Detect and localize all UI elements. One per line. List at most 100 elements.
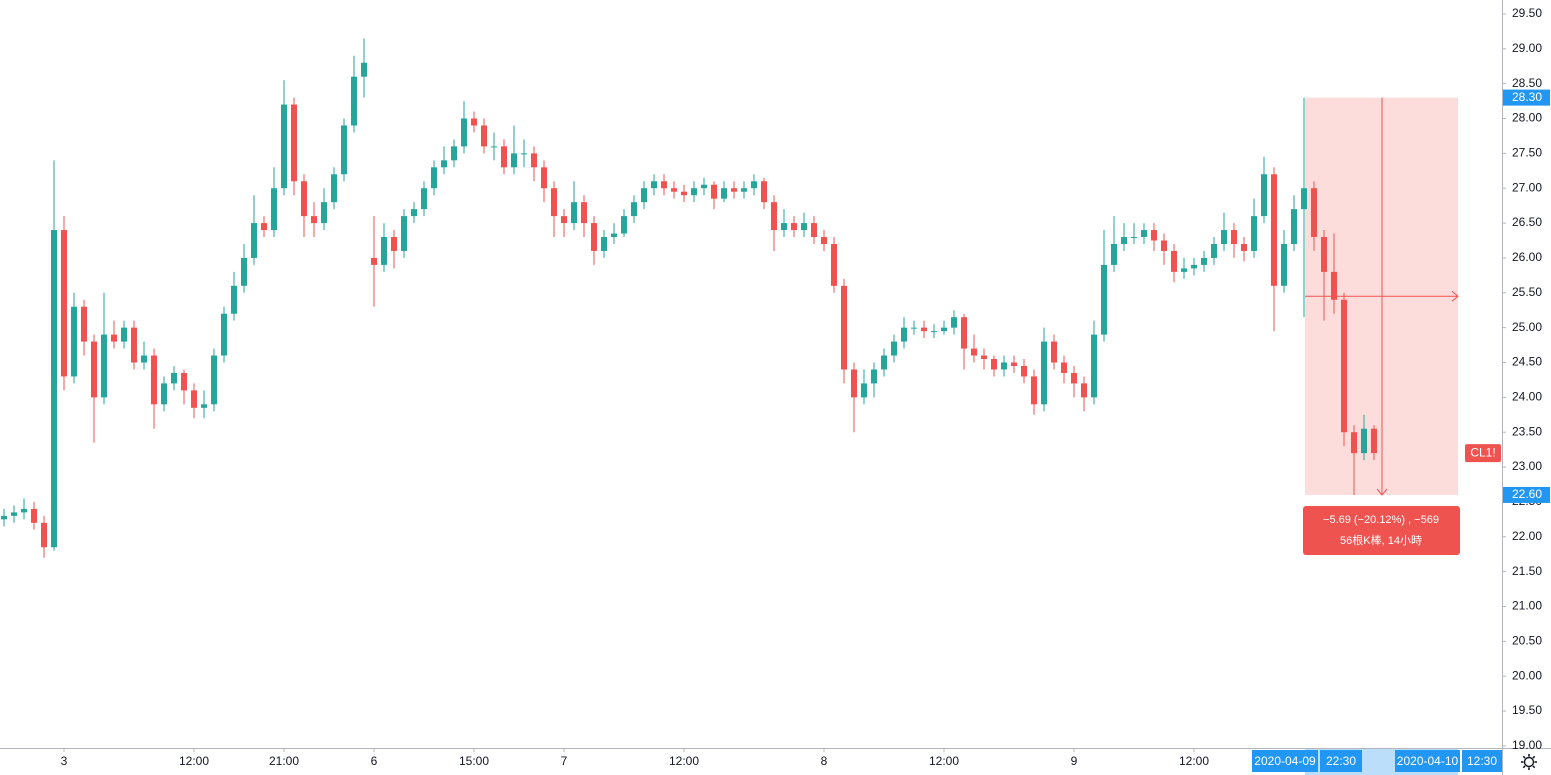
- candle-body: [271, 188, 277, 231]
- candle-body: [31, 508, 37, 523]
- candle-body: [651, 181, 657, 189]
- candle-body: [411, 209, 417, 217]
- candle-body: [1071, 372, 1077, 384]
- candle-body: [771, 202, 777, 231]
- candle-body: [941, 327, 947, 332]
- candle-body: [211, 355, 217, 405]
- candle-body: [1211, 243, 1217, 258]
- candle-body: [1091, 334, 1097, 398]
- measure-info-box: [1303, 506, 1460, 555]
- candle-body: [811, 223, 817, 238]
- candle-body: [1371, 428, 1377, 454]
- y-tick-label: 20.50: [1512, 634, 1542, 648]
- candle-body: [121, 327, 127, 342]
- candle-body: [791, 223, 797, 231]
- price-label: 22.60: [1512, 487, 1542, 501]
- candle-body: [1171, 250, 1177, 272]
- candle-body: [291, 104, 297, 182]
- candle-body: [471, 118, 477, 126]
- candle-body: [611, 233, 617, 238]
- x-tick-label: 21:00: [269, 754, 299, 768]
- candle-body: [1261, 174, 1267, 217]
- time-label: 22:30: [1326, 754, 1356, 768]
- candle-body: [501, 146, 507, 168]
- candle-body: [1151, 230, 1157, 241]
- y-tick-label: 24.50: [1512, 355, 1542, 369]
- candle-body: [331, 174, 337, 203]
- settings-icon[interactable]: [1521, 754, 1537, 770]
- time-label-bg: [1252, 750, 1318, 772]
- gear: [1523, 756, 1535, 768]
- candle-body: [221, 313, 227, 356]
- candle-body: [111, 334, 117, 342]
- price-label-bg: [1503, 486, 1550, 503]
- candle-body: [731, 188, 737, 192]
- candle-body: [571, 202, 577, 224]
- candle-body: [861, 383, 867, 398]
- candle-body: [371, 257, 377, 265]
- candle-body: [61, 230, 67, 377]
- candle-body: [281, 104, 287, 189]
- y-tick-label: 28.00: [1512, 111, 1542, 125]
- candle-body: [1181, 268, 1187, 272]
- candle-body: [1301, 188, 1307, 210]
- y-tick-label: 29.00: [1512, 41, 1542, 55]
- candle-body: [641, 188, 647, 203]
- candle-body: [361, 62, 367, 77]
- candle-body: [301, 181, 307, 217]
- candle-body: [441, 160, 447, 168]
- y-tick-label: 22.00: [1512, 529, 1542, 543]
- candle-body: [841, 285, 847, 370]
- candle-body: [431, 167, 437, 189]
- candle-body: [871, 369, 877, 384]
- candle-body: [911, 327, 917, 329]
- candle-body: [1341, 299, 1347, 433]
- candle-body: [131, 327, 137, 363]
- candle-body: [401, 216, 407, 251]
- x-tick-label: 15:00: [459, 754, 489, 768]
- y-tick-label: 23.50: [1512, 424, 1542, 438]
- y-tick-label: 21.00: [1512, 599, 1542, 613]
- candle-body: [981, 355, 987, 360]
- candle-body: [961, 317, 967, 349]
- candle-body: [991, 359, 997, 370]
- candle-body: [1121, 237, 1127, 244]
- measure-bars: 56根K棒, 14小時: [1340, 533, 1422, 547]
- candle-body: [321, 202, 327, 224]
- price-label: 28.30: [1512, 90, 1542, 104]
- candle-body: [581, 202, 587, 224]
- candle-body: [261, 223, 267, 231]
- candle-body: [661, 181, 667, 189]
- candle-body: [81, 306, 87, 342]
- y-tick-label: 27.50: [1512, 146, 1542, 160]
- symbol-tag-label: CL1!: [1470, 445, 1495, 459]
- y-tick-label: 29.50: [1512, 6, 1542, 20]
- candle-body: [831, 243, 837, 286]
- candle-body: [711, 184, 717, 199]
- axes: 19.0019.5020.0020.5021.0021.5022.0022.50…: [61, 6, 1543, 768]
- y-tick-label: 24.00: [1512, 390, 1542, 404]
- measure-arrow-down: [1376, 488, 1388, 496]
- time-label: 2020-04-09: [1254, 754, 1316, 768]
- candle-body: [901, 327, 907, 342]
- x-tick-label: 3: [61, 754, 68, 768]
- candle-body: [511, 153, 517, 168]
- candle-body: [1191, 264, 1197, 269]
- x-tick-label: 12:00: [929, 754, 959, 768]
- candle-body: [461, 118, 467, 147]
- candle-body: [891, 341, 897, 356]
- candle-body: [1271, 174, 1277, 286]
- candle-body: [721, 188, 727, 199]
- candle-body: [881, 355, 887, 370]
- candle-body: [1351, 432, 1357, 454]
- candle-body: [11, 512, 17, 516]
- gear-teeth: [1521, 754, 1537, 770]
- y-tick-label: 19.00: [1512, 738, 1542, 752]
- candle-body: [491, 146, 497, 148]
- candle-body: [151, 355, 157, 405]
- candle-body: [101, 334, 107, 398]
- x-tick-label: 12:00: [669, 754, 699, 768]
- candle-body: [601, 237, 607, 251]
